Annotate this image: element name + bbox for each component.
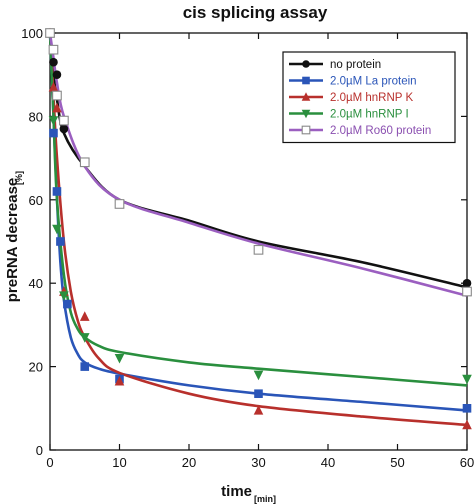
x-tick-label: 0: [46, 455, 53, 470]
series-1-point: [49, 128, 58, 138]
y-tick-label: 100: [21, 26, 43, 41]
y-tick-label: 0: [36, 443, 43, 458]
legend-swatch-marker: [301, 92, 311, 101]
series-3-point: [79, 333, 90, 343]
legend-swatch-marker: [302, 60, 310, 68]
series-3-point: [462, 374, 472, 385]
series-3-point: [253, 370, 264, 381]
series-line-2: [48, 32, 468, 427]
legend: no protein 2.0µM La protein 2.0µM hnRNP K 2…: [282, 51, 456, 144]
series-2-point: [79, 311, 90, 321]
series-4-point: [45, 28, 55, 38]
series-3-point: [114, 353, 125, 364]
series-0-point: [52, 70, 62, 79]
series-3-point: [48, 116, 59, 126]
y-axis-unit: [%]: [14, 171, 24, 185]
x-tick-label: 10: [112, 455, 126, 470]
series-0-point: [49, 57, 58, 67]
series-4-point: [79, 157, 90, 168]
y-axis-title: preRNA decrease: [4, 178, 21, 303]
series-2-point: [52, 102, 62, 113]
x-tick-label: 20: [182, 455, 196, 470]
legend-label: 2.0µM hnRNP I: [330, 109, 409, 121]
series-2-point: [253, 405, 264, 415]
series-3-point: [59, 291, 69, 302]
y-axis-title-group: preRNA decrease [%]: [4, 171, 24, 302]
series-1-point: [63, 299, 72, 309]
series-4-point: [253, 244, 264, 255]
markers-layer: [45, 27, 472, 430]
series-2-point: [114, 375, 125, 386]
legend-swatch-marker: [301, 109, 311, 119]
x-tick-label: 50: [390, 455, 404, 470]
y-tick-label: 80: [29, 109, 43, 124]
series-2-point: [48, 81, 59, 92]
series-4-point: [462, 286, 472, 297]
y-tick-label: 40: [29, 276, 43, 291]
legend-label: 2.0µM La protein: [330, 76, 417, 88]
chart-title: cis splicing assay: [183, 3, 328, 22]
x-axis-unit: [min]: [254, 494, 276, 504]
series-1-point: [80, 362, 90, 371]
y-tick-label: 20: [29, 360, 43, 375]
series-0-point: [59, 124, 69, 134]
x-tick-label: 40: [321, 455, 335, 470]
axes-layer: 0 10 20 30 40 50 60 0 20 40 60 80 100: [21, 26, 474, 470]
legend-swatch-marker: [302, 76, 310, 85]
series-4-point: [114, 199, 125, 209]
series-1-point: [52, 187, 62, 196]
y-tick-label: 60: [29, 193, 43, 208]
series-4-point: [48, 44, 59, 55]
series-0-point: [462, 278, 472, 288]
series-1-point: [462, 404, 472, 413]
legend-label: 2.0µM hnRNP K: [330, 92, 413, 104]
x-tick-label: 30: [251, 455, 265, 470]
series-4-point: [52, 90, 62, 101]
series-1-point: [254, 389, 263, 399]
legend-label: no protein: [330, 59, 381, 71]
legend-label: 2.0µM Ro60 protein: [330, 125, 431, 137]
series-4-point: [59, 115, 69, 126]
x-tick-label: 60: [460, 455, 474, 470]
legend-swatch-marker: [301, 125, 311, 135]
series-1-point: [56, 237, 65, 246]
x-axis-title: time: [221, 483, 252, 500]
series-2-point: [462, 419, 472, 430]
series-3-point: [52, 224, 62, 235]
